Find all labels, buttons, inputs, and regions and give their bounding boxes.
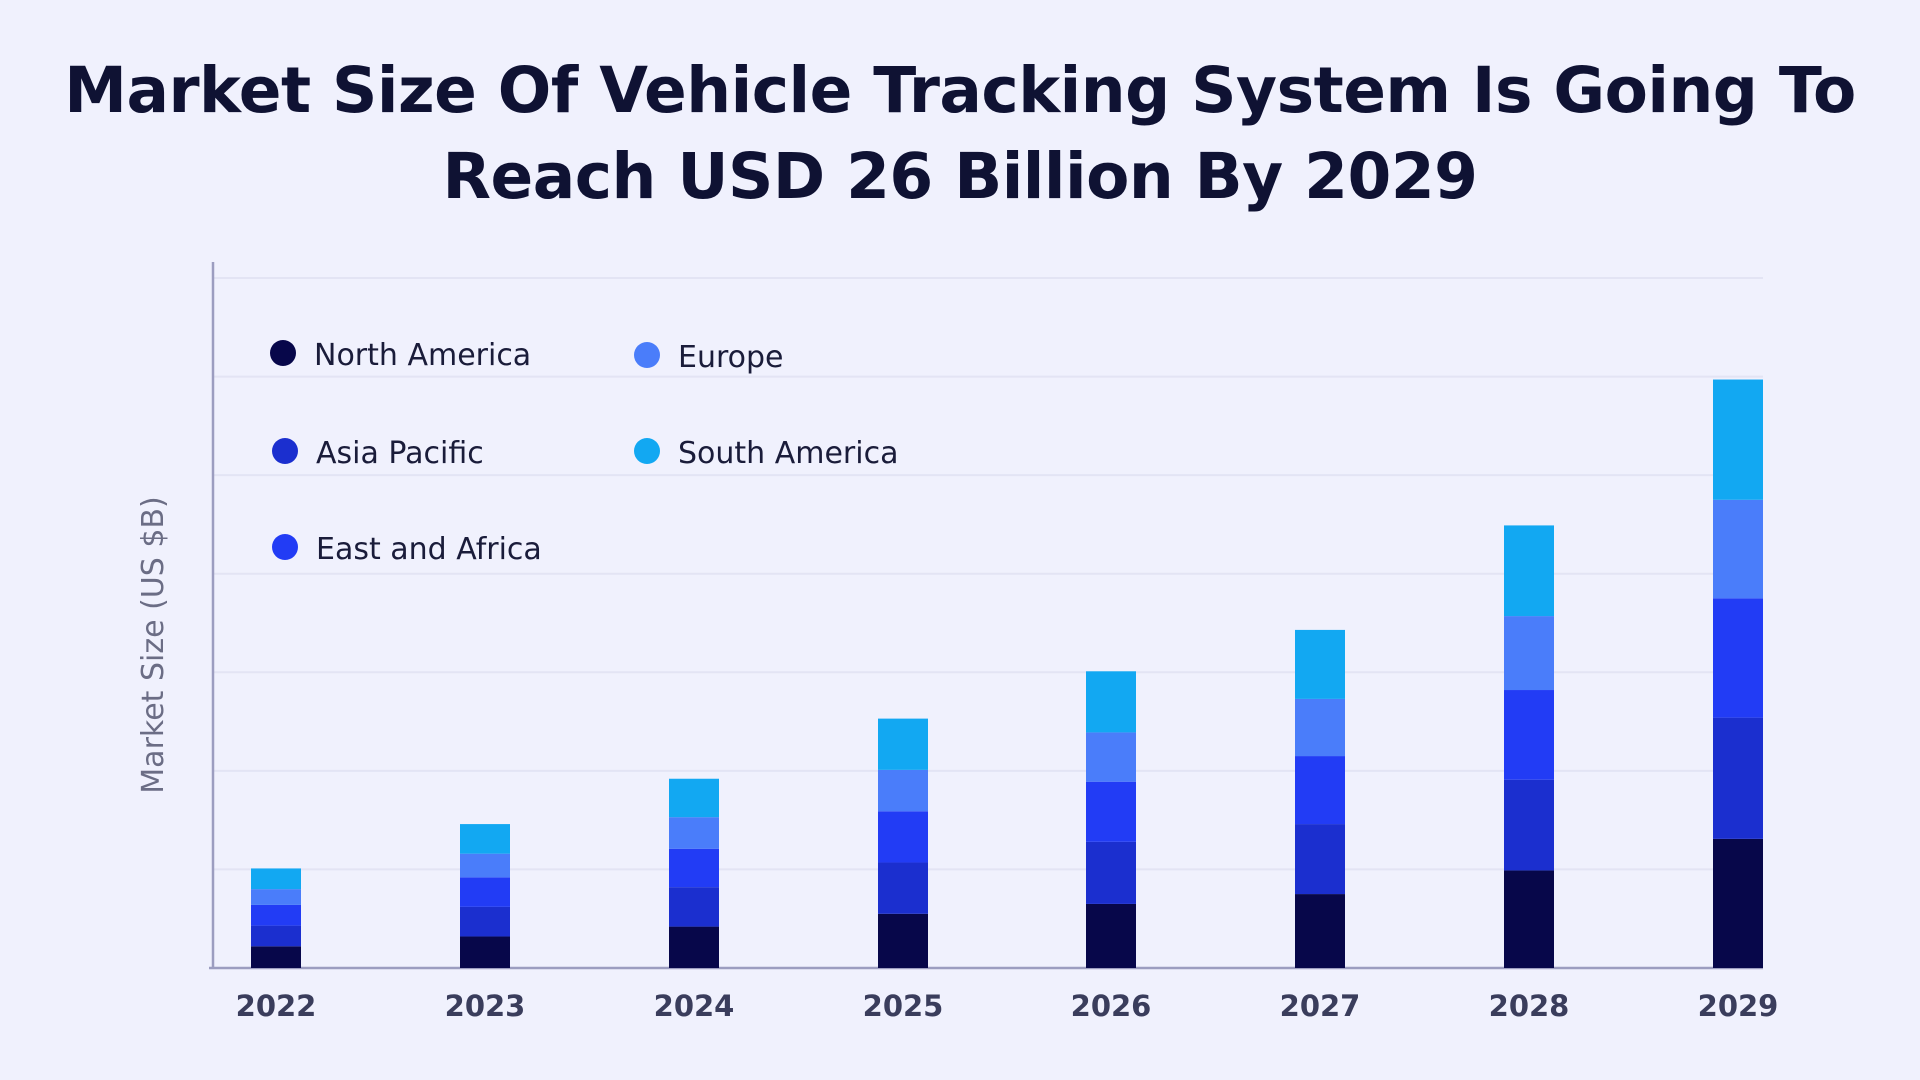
bar-segment-asia-pacific-2028 <box>1504 779 1554 871</box>
bar-segment-asia-pacific-2029 <box>1713 717 1763 839</box>
bar-segment-europe-2022 <box>251 889 301 905</box>
bar-segment-south-america-2027 <box>1295 629 1345 699</box>
bar-segment-europe-2024 <box>669 817 719 849</box>
chart-title-line-2: Reach USD 26 Billion By 2029 <box>442 140 1478 213</box>
bar-segment-east-and-africa-2023 <box>460 877 510 907</box>
bar-segment-europe-2023 <box>460 853 510 878</box>
x-tick-label-2023: 2023 <box>445 989 526 1023</box>
bar-segment-east-and-africa-2022 <box>251 904 301 926</box>
legend-label-east-and-africa: East and Africa <box>316 532 542 567</box>
x-tick-labels: 2022 2023 2024 2025 2026 2027 2028 2029 <box>236 989 1779 1023</box>
bar-segment-east-and-africa-2027 <box>1295 756 1345 825</box>
y-axis-label: Market Size (US $B) <box>136 496 171 793</box>
bar-segment-asia-pacific-2024 <box>669 887 719 927</box>
bar-segment-north-america-2023 <box>460 936 510 968</box>
legend-label-europe: Europe <box>678 340 784 375</box>
bar-segment-europe-2027 <box>1295 698 1345 757</box>
legend-label-south-america: South America <box>678 436 898 471</box>
chart-title: Market Size Of Vehicle Tracking System I… <box>0 48 1920 220</box>
bar-segment-east-and-africa-2026 <box>1086 781 1136 842</box>
legend-marker-asia-pacific <box>272 438 298 464</box>
x-tick-label-2024: 2024 <box>654 989 735 1023</box>
bar-segment-europe-2029 <box>1713 499 1763 599</box>
legend-marker-east-and-africa <box>272 534 298 560</box>
bar-segment-south-america-2028 <box>1504 525 1554 617</box>
bar-segment-south-america-2022 <box>251 868 301 890</box>
bar-segment-east-and-africa-2025 <box>878 811 928 863</box>
x-tick-label-2028: 2028 <box>1489 989 1570 1023</box>
bar-segment-north-america-2024 <box>669 926 719 968</box>
bar-segment-europe-2028 <box>1504 616 1554 691</box>
bar-segment-asia-pacific-2025 <box>878 862 928 914</box>
bar-segment-europe-2025 <box>878 769 928 812</box>
bar-segment-europe-2026 <box>1086 732 1136 782</box>
bar-segment-asia-pacific-2023 <box>460 906 510 937</box>
bar-segment-north-america-2029 <box>1713 838 1763 968</box>
bar-segment-south-america-2026 <box>1086 671 1136 733</box>
bar-segment-north-america-2025 <box>878 913 928 968</box>
bar-segment-south-america-2024 <box>669 778 719 818</box>
legend-label-asia-pacific: Asia Pacific <box>316 436 484 471</box>
bar-segment-asia-pacific-2027 <box>1295 824 1345 895</box>
bar-segment-east-and-africa-2029 <box>1713 598 1763 718</box>
legend-marker-south-america <box>634 438 660 464</box>
bar-segment-south-america-2029 <box>1713 379 1763 500</box>
bar-segment-north-america-2026 <box>1086 903 1136 968</box>
bar-segment-east-and-africa-2028 <box>1504 690 1554 780</box>
bar-segment-north-america-2028 <box>1504 870 1554 968</box>
x-tick-label-2029: 2029 <box>1698 989 1779 1023</box>
legend-marker-north-america <box>270 340 296 366</box>
bar-segment-north-america-2022 <box>251 946 301 968</box>
bar-segment-asia-pacific-2022 <box>251 925 301 947</box>
x-tick-label-2022: 2022 <box>236 989 317 1023</box>
bar-segment-east-and-africa-2024 <box>669 848 719 888</box>
x-tick-label-2025: 2025 <box>863 989 944 1023</box>
bar-segment-asia-pacific-2026 <box>1086 841 1136 904</box>
legend: North America Asia Pacific East and Africa… <box>270 338 898 567</box>
legend-marker-europe <box>634 342 660 368</box>
bars <box>251 379 1763 968</box>
chart-title-line-1: Market Size Of Vehicle Tracking System I… <box>64 54 1856 127</box>
x-tick-label-2026: 2026 <box>1071 989 1152 1023</box>
legend-label-north-america: North America <box>314 338 531 373</box>
bar-segment-south-america-2023 <box>460 824 510 854</box>
x-tick-label-2027: 2027 <box>1280 989 1361 1023</box>
bar-segment-south-america-2025 <box>878 718 928 770</box>
bar-segment-north-america-2027 <box>1295 894 1345 968</box>
